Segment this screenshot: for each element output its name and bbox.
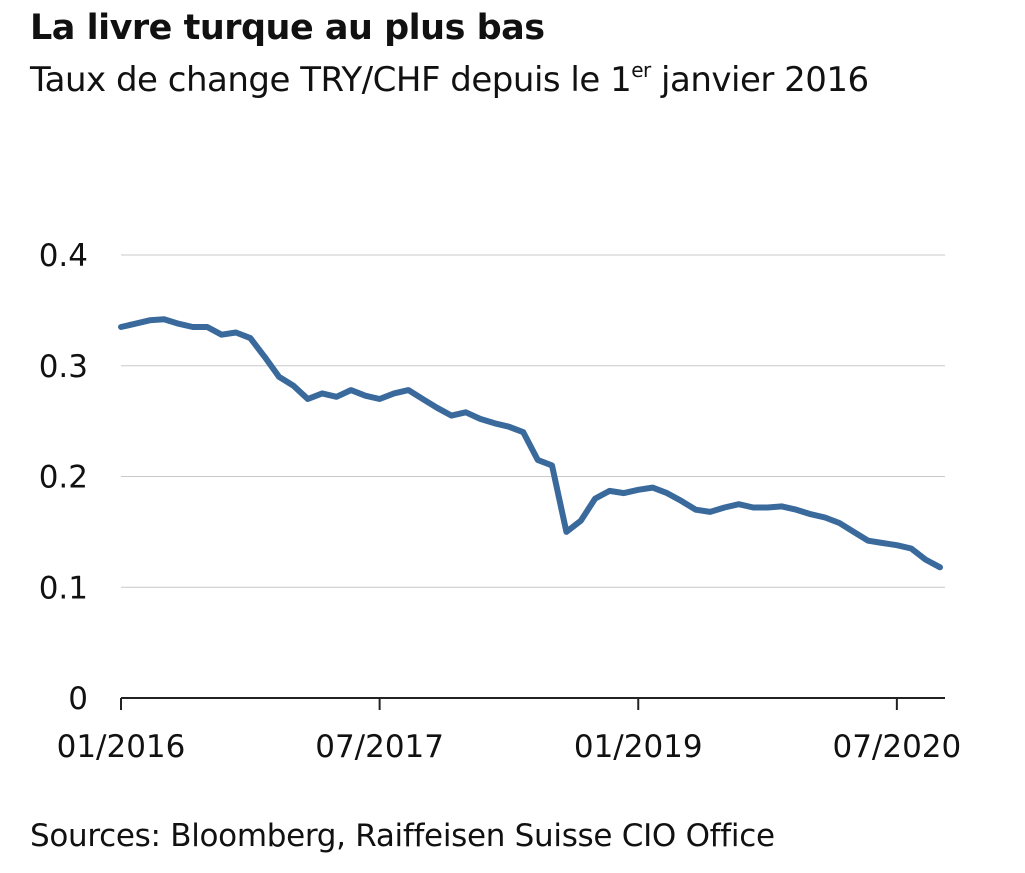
chart-subtitle: Taux de change TRY/CHF depuis le 1er jan… <box>30 60 869 100</box>
y-tick-label-4: 0.4 <box>39 238 88 274</box>
y-tick-label-0: 0 <box>68 681 88 717</box>
subtitle-main: Taux de change TRY/CHF depuis le 1 <box>30 60 632 100</box>
gridlines <box>121 254 945 588</box>
x-axis-tick-labels: 01/2016 07/2017 01/2019 07/2020 <box>57 729 962 765</box>
y-tick-label-1: 0.1 <box>39 570 88 606</box>
y-tick-label-2: 0.2 <box>39 460 88 496</box>
series-group <box>118 316 943 571</box>
x-tick-label-2: 01/2019 <box>574 729 703 765</box>
x-tick-label-1: 07/2017 <box>315 729 444 765</box>
x-axis <box>120 697 945 710</box>
series-line-0 <box>118 316 943 571</box>
subtitle-end: janvier 2016 <box>650 60 869 100</box>
y-axis-tick-labels: 0 0.1 0.2 0.3 0.4 <box>39 238 88 717</box>
source-note: Sources: Bloomberg, Raiffeisen Suisse CI… <box>30 818 775 854</box>
chart-title: La livre turque au plus bas <box>30 8 545 48</box>
subtitle-superscript: er <box>631 58 651 82</box>
x-tick-label-0: 01/2016 <box>57 729 186 765</box>
y-tick-label-3: 0.3 <box>39 349 88 385</box>
x-tick-label-3: 07/2020 <box>832 729 961 765</box>
